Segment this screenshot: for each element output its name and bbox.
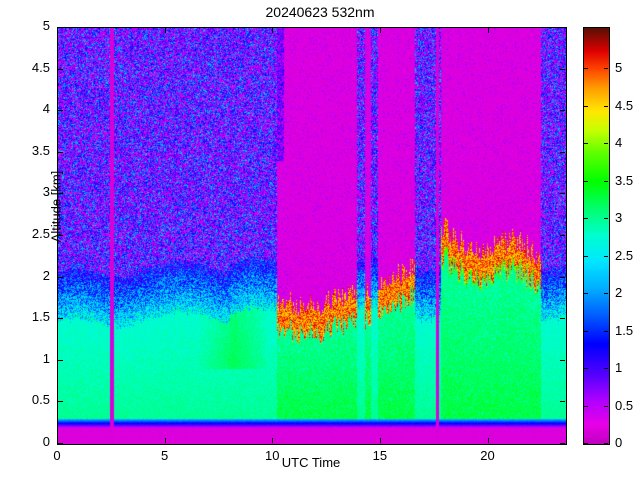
colorbar-tick-label: 3 (615, 210, 623, 226)
y-tick-mark-right (560, 110, 565, 111)
x-tick-mark-top (272, 28, 273, 33)
x-tick-mark-top (57, 28, 58, 33)
y-tick-mark-right (560, 360, 565, 361)
colorbar-tick-mark-right (604, 256, 608, 257)
y-tick-mark-right (560, 443, 565, 444)
y-tick-label: 4.5 (31, 59, 50, 75)
y-tick-mark (58, 235, 63, 236)
page-title: 20240623 532nm (265, 4, 375, 20)
x-tick-mark-top (165, 28, 166, 33)
colorbar-tick-mark (584, 181, 588, 182)
y-tick-mark-right (560, 318, 565, 319)
y-tick-mark (58, 360, 63, 361)
colorbar-tick-mark-right (604, 218, 608, 219)
y-axis-label: Altitude [km] (48, 170, 64, 243)
colorbar-tick-mark-right (604, 68, 608, 69)
y-tick-mark (58, 152, 63, 153)
x-axis-label: UTC Time (281, 455, 341, 470)
y-tick-mark (58, 443, 63, 444)
x-tick-label: 20 (480, 448, 495, 463)
y-tick-mark-right (560, 69, 565, 70)
y-tick-label: 4 (42, 101, 50, 117)
colorbar-tick-mark-right (604, 143, 608, 144)
y-tick-mark (58, 401, 63, 402)
x-tick-label: 0 (53, 448, 61, 463)
colorbar-tick-mark (584, 218, 588, 219)
colorbar-tick-mark (584, 256, 588, 257)
y-tick-mark (58, 193, 63, 194)
y-tick-mark-right (560, 277, 565, 278)
colorbar-tick-mark-right (604, 293, 608, 294)
colorbar-tick-label: 2.5 (615, 247, 634, 263)
y-tick-mark-right (560, 193, 565, 194)
colorbar-tick-mark (584, 106, 588, 107)
colorbar-tick-mark-right (604, 406, 608, 407)
y-tick-label: 0 (42, 434, 50, 449)
y-tick-label: 3 (42, 184, 50, 200)
colorbar-tick-label: 2 (615, 285, 623, 301)
colorbar-tick-mark (584, 143, 588, 144)
x-tick-mark (272, 438, 273, 443)
colorbar-tick-mark-right (604, 181, 608, 182)
y-tick-mark-right (560, 401, 565, 402)
y-tick-mark (58, 277, 63, 278)
y-tick-label: 1 (42, 350, 50, 366)
y-tick-label: 3.5 (31, 142, 50, 158)
x-tick-label: 5 (161, 448, 169, 463)
colorbar-tick-mark (584, 68, 588, 69)
colorbar-tick-mark (584, 443, 588, 444)
x-tick-mark (57, 438, 58, 443)
x-tick-label: 15 (372, 448, 388, 463)
y-tick-mark (58, 110, 63, 111)
colorbar-tick-mark-right (604, 443, 608, 444)
x-tick-label: 10 (265, 448, 280, 463)
y-tick-label: 2.5 (31, 226, 50, 241)
colorbar-tick-mark-right (604, 368, 608, 369)
colorbar-tick-label: 0 (615, 435, 623, 450)
colorbar-tick-label: 4.5 (615, 97, 634, 113)
y-tick-mark-right (560, 152, 565, 153)
x-tick-mark (380, 438, 381, 443)
colorbar-tick-label: 1 (615, 360, 623, 376)
colorbar-gradient (584, 28, 609, 444)
colorbar-tick-mark (584, 406, 588, 407)
y-tick-label: 5 (42, 18, 50, 33)
colorbar-tick-mark-right (604, 106, 608, 107)
y-tick-mark (58, 318, 63, 319)
colorbar-tick-mark (584, 331, 588, 332)
colorbar-tick-mark-right (604, 331, 608, 332)
y-tick-mark (58, 27, 63, 28)
x-tick-mark (165, 438, 166, 443)
colorbar-tick-mark (584, 368, 588, 369)
colorbar-tick-label: 3.5 (615, 172, 634, 188)
x-tick-mark-top (380, 28, 381, 33)
colorbar-tick-mark (584, 293, 588, 294)
x-tick-mark (488, 438, 489, 443)
plot-area[interactable] (57, 27, 567, 445)
colorbar-tick-label: 4 (615, 135, 623, 151)
y-tick-mark-right (560, 27, 565, 28)
colorbar[interactable] (583, 27, 610, 445)
colorbar-tick-label: 0.5 (615, 397, 634, 413)
colorbar-tick-label: 5 (615, 60, 623, 76)
heatmap-canvas (58, 28, 566, 444)
colorbar-tick-label: 1.5 (615, 322, 634, 338)
x-tick-mark-top (488, 28, 489, 33)
y-tick-mark (58, 69, 63, 70)
y-tick-label: 2 (42, 267, 50, 283)
y-tick-mark-right (560, 235, 565, 236)
y-tick-label: 1.5 (31, 309, 50, 325)
y-tick-label: 0.5 (31, 392, 50, 408)
